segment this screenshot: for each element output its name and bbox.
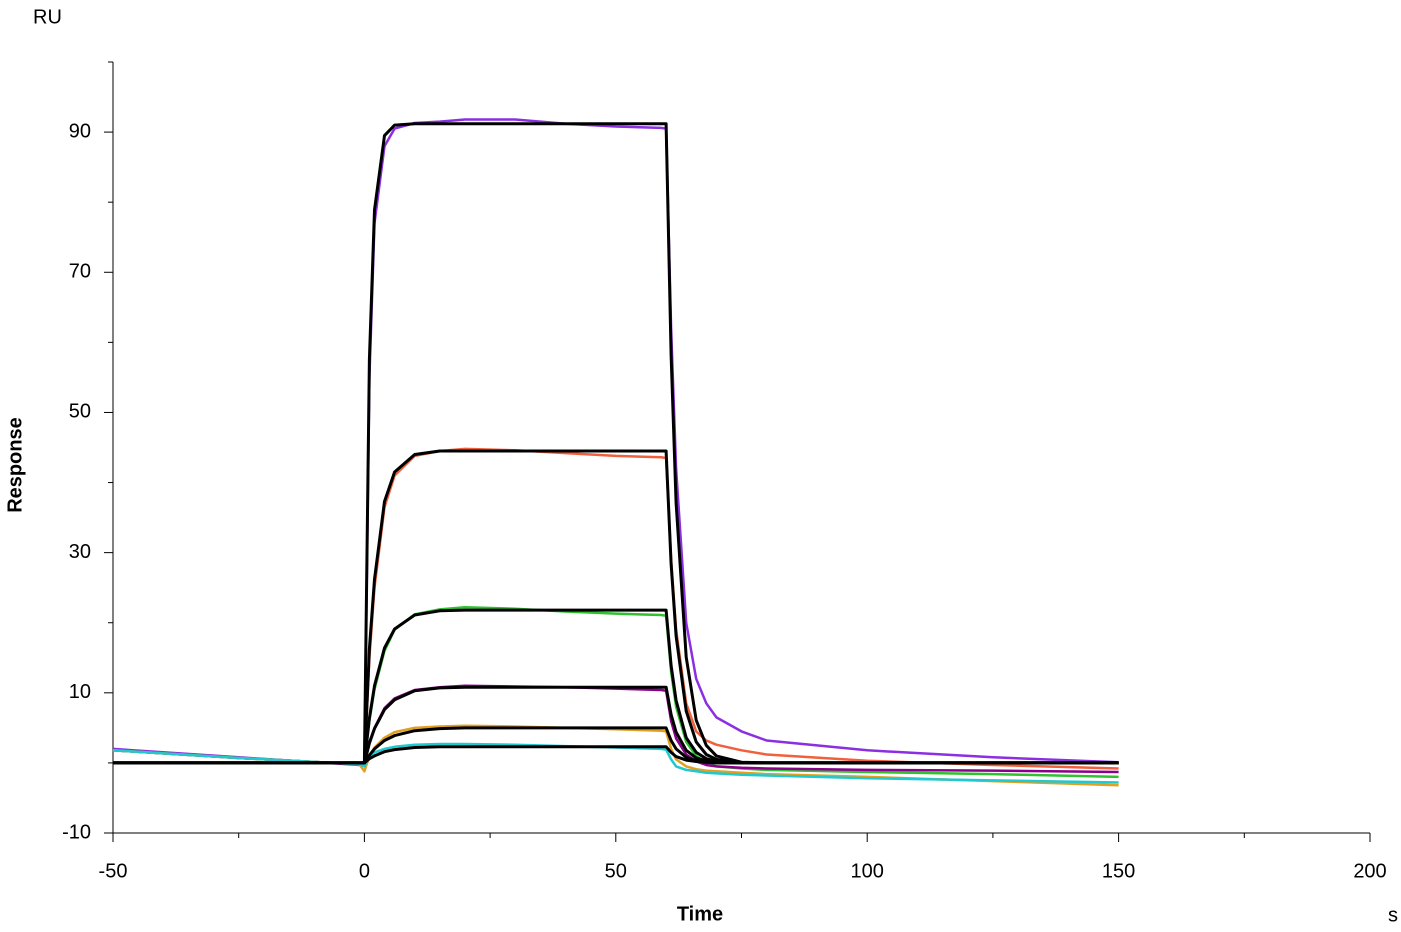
series-line — [112, 118, 1119, 767]
y-unit-label: RU — [33, 6, 62, 28]
y-tick-label: -10 — [62, 821, 91, 843]
y-tick-label: 70 — [69, 261, 91, 283]
x-tick-label: 0 — [359, 860, 370, 882]
y-tick-label: 90 — [69, 120, 91, 142]
x-tick-label: 100 — [851, 860, 884, 882]
x-unit-label: s — [1388, 904, 1398, 926]
x-tick-label: 50 — [605, 860, 627, 882]
series-line — [113, 449, 1119, 765]
x-axis-title: Time — [677, 903, 723, 925]
series-line — [113, 685, 1119, 765]
y-tick-label: 30 — [69, 541, 91, 563]
series-line — [113, 122, 1119, 765]
x-tick-label: -50 — [99, 860, 128, 882]
y-axis-title: Response — [4, 417, 26, 513]
series-line — [113, 745, 1119, 765]
y-tick-label: 10 — [69, 681, 91, 703]
x-tick-label: 200 — [1353, 860, 1386, 882]
x-tick-label: 150 — [1102, 860, 1135, 882]
y-tick-label: 50 — [69, 401, 91, 423]
series-line — [112, 606, 1119, 779]
